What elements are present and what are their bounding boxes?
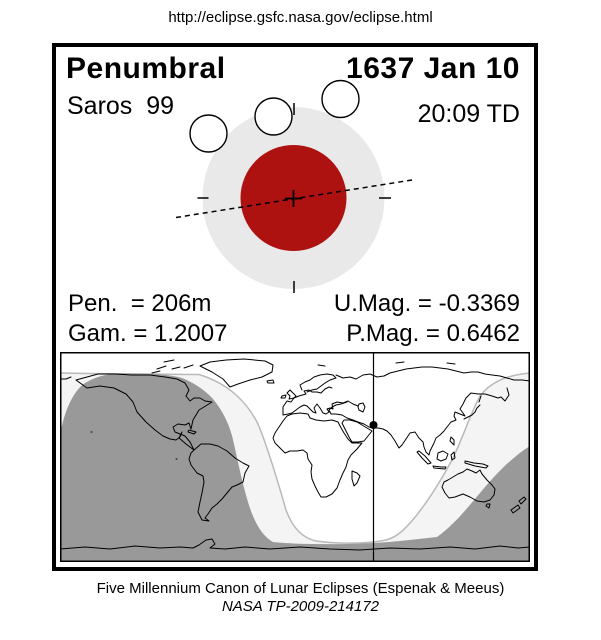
nasa-reference-caption: NASA TP-2009-214172 (221, 598, 380, 615)
umbral-magnitude-stat: U.Mag. = -0.3369 (333, 290, 520, 317)
moon-position-circle (254, 97, 293, 136)
canon-title-caption: Five Millennium Canon of Lunar Eclipses … (96, 580, 505, 597)
eclipse-type-title: Penumbral (66, 52, 226, 85)
moon-position-circle (189, 114, 228, 153)
source-url-caption: http://eclipse.gsfc.nasa.gov/eclipse.htm… (168, 9, 433, 26)
penumbral-limit-curve (60, 372, 530, 544)
greatest-eclipse-time: 20:09 TD (417, 100, 520, 128)
penumbral-magnitude-stat: P.Mag. = 0.6462 (346, 320, 520, 347)
axis-tick-marks (197, 103, 391, 293)
shadow-center-cross (285, 190, 302, 207)
eclipse-card-frame: Penumbral Saros 99 1637 Jan 10 20:09 TD (52, 43, 538, 571)
saros-label: Saros 99 (67, 92, 175, 120)
map-visible-zone (60, 352, 530, 544)
moon-position-circle (321, 79, 360, 119)
antarctica-coast (60, 538, 530, 551)
visibility-map (60, 352, 530, 562)
eclipse-date: 1637 Jan 10 (346, 52, 520, 85)
gamma-stat: Gam. = 1.2007 (68, 320, 228, 347)
map-border (60, 352, 530, 562)
continent-outlines (60, 358, 530, 551)
penumbral-duration-stat: Pen. = 206m (68, 290, 212, 317)
shadow-diagram (175, 79, 413, 293)
map-not-visible-zone (60, 373, 530, 562)
sublunar-point-dot (369, 421, 378, 429)
